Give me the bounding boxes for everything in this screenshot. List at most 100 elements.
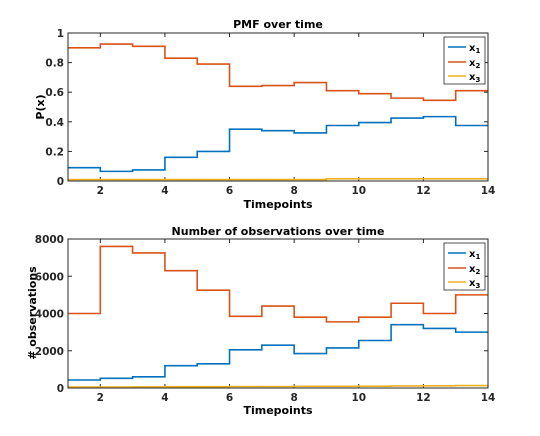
data-point-x1 bbox=[325, 124, 328, 127]
data-point-x3 bbox=[164, 178, 166, 181]
data-point-x2 bbox=[164, 57, 166, 59]
data-point-x1 bbox=[132, 169, 134, 171]
x-tick-label: 14 bbox=[481, 392, 496, 404]
y-tick-label: 0 bbox=[57, 383, 64, 395]
data-point-x2 bbox=[196, 63, 198, 65]
data-point-x1 bbox=[325, 347, 328, 349]
data-point-x2 bbox=[390, 97, 392, 99]
data-point-x1 bbox=[164, 365, 166, 367]
data-point-x2 bbox=[196, 289, 198, 291]
y-tick-label: 1 bbox=[57, 28, 64, 40]
series-line-x1 bbox=[68, 323, 488, 381]
series-line-x1 bbox=[68, 115, 488, 173]
data-point-x3 bbox=[228, 385, 231, 388]
x-tick-label: 2 bbox=[97, 392, 104, 404]
y-axis-label: # observations bbox=[26, 266, 39, 360]
x-tick-label: 8 bbox=[290, 185, 297, 197]
series-line-x2 bbox=[68, 43, 488, 102]
data-point-x1 bbox=[390, 324, 392, 326]
x-tick-label: 14 bbox=[481, 185, 496, 197]
legend-label-x2: x2 bbox=[469, 264, 480, 276]
data-point-x2 bbox=[455, 90, 457, 92]
data-point-x1 bbox=[455, 124, 457, 127]
data-point-x2 bbox=[228, 315, 231, 317]
data-point-x3 bbox=[325, 178, 328, 180]
y-tick-label: 0.8 bbox=[45, 58, 64, 70]
data-point-x2 bbox=[261, 84, 263, 87]
data-point-x2 bbox=[455, 294, 457, 296]
data-point-x2 bbox=[325, 90, 328, 92]
data-point-x2 bbox=[293, 316, 295, 318]
data-point-x1 bbox=[132, 376, 134, 378]
data-point-x3 bbox=[455, 384, 457, 387]
observations-chart: Number of observations over time Timepoi… bbox=[26, 225, 495, 417]
data-point-x3 bbox=[390, 385, 392, 387]
data-point-x3 bbox=[293, 178, 295, 181]
data-point-x1 bbox=[196, 150, 198, 152]
plot-area bbox=[68, 33, 488, 181]
chart-title: Number of observations over time bbox=[172, 225, 385, 238]
pmf-chart: PMF over time Timepoints P(x) 2 4 6 8 10 12 14… bbox=[34, 18, 495, 211]
data-point-x1 bbox=[228, 128, 231, 130]
legend-label-x1: x1 bbox=[469, 249, 480, 261]
data-point-x1 bbox=[358, 121, 360, 124]
y-tick-label: 2000 bbox=[35, 346, 64, 358]
series-line-x3 bbox=[68, 177, 488, 181]
data-point-x3 bbox=[132, 178, 134, 181]
data-point-x3 bbox=[228, 178, 231, 181]
y-tick-label: 8000 bbox=[35, 234, 64, 246]
data-point-x3 bbox=[293, 385, 295, 387]
data-point-x1 bbox=[228, 349, 231, 351]
y-tick-label: 6000 bbox=[35, 271, 64, 283]
data-point-x3 bbox=[132, 386, 134, 388]
data-point-x1 bbox=[422, 116, 424, 118]
plot-frame bbox=[67, 32, 489, 182]
data-point-x3 bbox=[422, 178, 424, 180]
data-point-x1 bbox=[293, 132, 295, 134]
data-point-x3 bbox=[390, 178, 392, 180]
data-point-x3 bbox=[99, 386, 101, 388]
x-axis-label: Timepoints bbox=[243, 404, 312, 417]
data-point-x1 bbox=[261, 344, 263, 346]
series-layer bbox=[67, 43, 489, 181]
x-tick-label: 12 bbox=[416, 392, 431, 404]
x-tick-label: 6 bbox=[226, 185, 233, 197]
data-point-x1 bbox=[293, 352, 295, 355]
data-point-x3 bbox=[196, 178, 198, 181]
x-tick-label: 12 bbox=[416, 185, 431, 197]
data-point-x1 bbox=[99, 377, 101, 379]
data-point-x1 bbox=[261, 130, 263, 132]
data-point-x2 bbox=[261, 305, 263, 307]
data-point-x3 bbox=[261, 178, 263, 181]
plot-area bbox=[68, 239, 488, 388]
data-point-x2 bbox=[132, 45, 134, 47]
data-point-x3 bbox=[164, 386, 166, 388]
y-tick-label: 4000 bbox=[35, 309, 64, 321]
legend-label-x3: x3 bbox=[469, 72, 480, 84]
data-point-x1 bbox=[164, 156, 166, 158]
data-point-x1 bbox=[390, 117, 392, 119]
y-tick-label: 0.2 bbox=[45, 146, 64, 158]
y-tick-label: 0.4 bbox=[45, 117, 64, 129]
y-tick-label: 0.6 bbox=[45, 87, 64, 99]
data-point-x2 bbox=[422, 99, 424, 101]
tick-layer: 2 4 6 8 10 12 14 0 2000 4000 6000 8000 bbox=[35, 234, 496, 404]
data-point-x1 bbox=[422, 327, 424, 329]
plot-frame bbox=[67, 238, 489, 389]
x-tick-label: 10 bbox=[351, 185, 366, 197]
data-point-x1 bbox=[99, 170, 101, 172]
data-point-x1 bbox=[196, 363, 198, 365]
data-point-x3 bbox=[455, 178, 457, 180]
data-point-x2 bbox=[422, 312, 424, 315]
x-axis-label: Timepoints bbox=[243, 198, 312, 211]
data-point-x3 bbox=[325, 385, 328, 387]
data-point-x2 bbox=[358, 93, 360, 95]
data-point-x3 bbox=[422, 385, 424, 387]
data-point-x1 bbox=[455, 331, 457, 333]
x-tick-label: 4 bbox=[161, 392, 168, 404]
data-point-x1 bbox=[358, 339, 360, 342]
data-point-x2 bbox=[132, 252, 134, 254]
y-tick-label: 0 bbox=[57, 176, 64, 188]
x-tick-label: 10 bbox=[351, 392, 366, 404]
